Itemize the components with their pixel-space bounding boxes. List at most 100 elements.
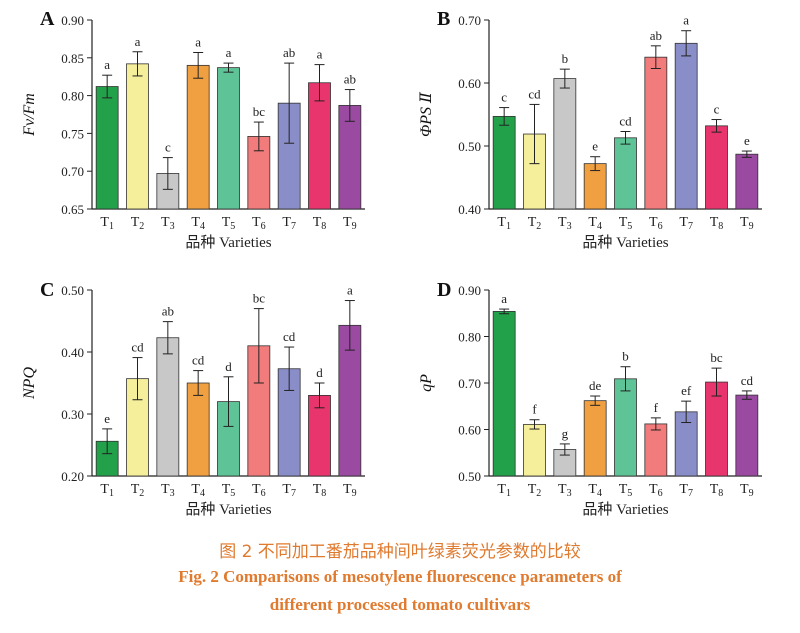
- x-tick-label: T5: [619, 482, 633, 499]
- y-tick-label: 0.90: [458, 283, 481, 298]
- x-tick-label: T8: [710, 482, 724, 499]
- significance-label: f: [654, 400, 659, 415]
- caption-chinese: 图 2 不同加工番茄品种间叶绿素荧光参数的比较: [219, 542, 581, 562]
- x-tick-label: T9: [343, 482, 357, 499]
- significance-label: e: [592, 139, 598, 154]
- significance-label: c: [714, 102, 720, 117]
- panel-c: C 0.20 0.30 0.40 0.50 NPQ 品种 Varieties e T1 cd T2 a…: [21, 279, 365, 518]
- bar-t7: [674, 42, 698, 210]
- y-tick-label: 0.50: [458, 139, 481, 154]
- y-tick-label: 0.60: [458, 423, 481, 438]
- significance-label: e: [104, 411, 110, 426]
- y-tick-label: 0.80: [61, 89, 84, 104]
- x-tick-label: T1: [497, 215, 511, 232]
- y-axis-label: NPQ: [21, 367, 38, 400]
- significance-label: cd: [283, 329, 296, 344]
- x-tick-label: T9: [740, 215, 754, 232]
- x-tick-label: T3: [558, 482, 572, 499]
- y-tick-label: 0.80: [458, 330, 481, 345]
- x-axis-label: 品种 Varieties: [582, 501, 668, 518]
- x-axis-label: 品种 Varieties: [185, 501, 271, 518]
- bar-t9: [735, 153, 759, 210]
- x-tick-label: T6: [252, 482, 266, 499]
- significance-label: ab: [162, 304, 174, 319]
- bar-t6: [644, 56, 668, 210]
- x-tick-label: T1: [497, 482, 511, 499]
- bar-t3: [553, 78, 577, 210]
- panel-letter: B: [437, 8, 450, 30]
- x-tick-label: T6: [649, 482, 663, 499]
- significance-label: ef: [681, 383, 692, 398]
- x-tick-label: T9: [740, 482, 754, 499]
- x-tick-label: T7: [679, 482, 693, 499]
- bar-t1: [492, 310, 516, 477]
- x-tick-label: T5: [222, 482, 236, 499]
- bar-t3: [156, 337, 180, 477]
- significance-label: cd: [619, 114, 632, 129]
- x-axis-label: 品种 Varieties: [582, 234, 668, 251]
- significance-label: a: [501, 291, 507, 306]
- y-tick-label: 0.30: [61, 407, 84, 422]
- bar-t4: [186, 64, 210, 210]
- bar-t5: [614, 137, 637, 210]
- significance-label: g: [562, 426, 569, 441]
- x-tick-label: T6: [649, 215, 663, 232]
- significance-label: cd: [741, 373, 754, 388]
- x-tick-label: T5: [619, 215, 633, 232]
- x-axis-label: 品种 Varieties: [185, 234, 271, 251]
- significance-label: a: [104, 57, 110, 72]
- y-tick-label: 0.75: [61, 126, 84, 141]
- significance-label: cd: [528, 86, 541, 101]
- y-axis-label: ΦPS Ⅱ: [418, 91, 435, 137]
- significance-label: a: [317, 47, 323, 62]
- y-tick-label: 0.40: [458, 202, 481, 217]
- y-tick-label: 0.90: [61, 13, 84, 28]
- bar-t9: [735, 394, 759, 477]
- y-axis-label: qP: [418, 374, 435, 392]
- significance-label: d: [316, 365, 323, 380]
- bar-t6: [644, 423, 668, 477]
- x-tick-label: T2: [528, 215, 542, 232]
- x-tick-label: T1: [100, 215, 114, 232]
- x-tick-label: T2: [131, 482, 145, 499]
- bar-t8: [308, 82, 331, 210]
- y-tick-label: 0.40: [61, 345, 84, 360]
- x-tick-label: T2: [528, 482, 542, 499]
- significance-label: d: [225, 359, 232, 374]
- significance-label: b: [562, 51, 569, 66]
- x-tick-label: T4: [588, 482, 602, 499]
- bar-t5: [217, 67, 240, 210]
- panel-b: B 0.40 0.50 0.60 0.70 ΦPS Ⅱ 品种 Varieties c T1 cd T…: [418, 8, 762, 251]
- y-tick-label: 0.85: [61, 51, 84, 66]
- x-tick-label: T9: [343, 215, 357, 232]
- y-tick-label: 0.65: [61, 202, 84, 217]
- x-tick-label: T6: [252, 215, 266, 232]
- x-tick-label: T1: [100, 482, 114, 499]
- y-tick-label: 0.70: [458, 13, 481, 28]
- chart-grid: A 0.65 0.70 0.75 0.80 0.85 0.90 Fv/Fm 品种 Varieti…: [21, 8, 762, 518]
- y-axis-label: Fv/Fm: [21, 93, 38, 137]
- panel-a: A 0.65 0.70 0.75 0.80 0.85 0.90 Fv/Fm 品种 Varieti…: [21, 8, 365, 251]
- panel-letter: A: [40, 8, 55, 30]
- x-tick-label: T8: [710, 215, 724, 232]
- significance-label: a: [683, 13, 689, 28]
- significance-label: bc: [253, 291, 266, 306]
- x-tick-label: T8: [313, 215, 327, 232]
- significance-label: bc: [253, 104, 266, 119]
- panel-letter: D: [437, 279, 451, 301]
- y-tick-label: 0.70: [458, 376, 481, 391]
- significance-label: a: [347, 283, 353, 298]
- caption-english-line-1: Fig. 2 Comparisons of mesotylene fluores…: [178, 567, 622, 586]
- significance-label: de: [589, 378, 602, 393]
- significance-label: ab: [283, 45, 295, 60]
- bar-t2: [523, 423, 546, 477]
- significance-label: c: [165, 140, 171, 155]
- x-tick-label: T4: [191, 215, 205, 232]
- significance-label: a: [195, 35, 201, 50]
- y-tick-label: 0.60: [458, 76, 481, 91]
- y-tick-label: 0.70: [61, 164, 84, 179]
- significance-label: e: [744, 133, 750, 148]
- x-tick-label: T3: [161, 482, 175, 499]
- significance-label: ab: [344, 72, 356, 87]
